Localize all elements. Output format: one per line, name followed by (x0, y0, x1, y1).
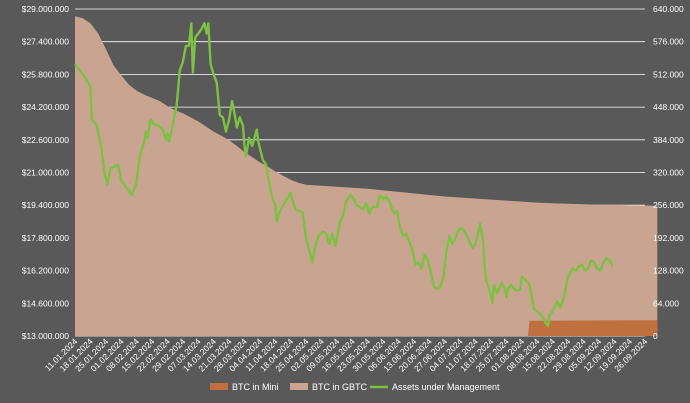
right-axis-tick-label: 640.000 (653, 4, 684, 14)
right-axis-tick-label: 192.000 (653, 233, 684, 243)
left-axis-tick-label: $27.400.000 (22, 37, 70, 47)
right-axis-tick-label: 576.000 (653, 37, 684, 47)
left-axis-tick-label: $21.000.000 (22, 168, 70, 178)
right-axis-tick-label: 384.000 (653, 135, 684, 145)
plot-areas (75, 16, 658, 336)
left-axis-tick-label: $22.600.000 (22, 135, 70, 145)
right-axis-tick-label: 64.000 (653, 298, 679, 308)
left-axis-tick-label: $13.000.000 (22, 331, 70, 341)
left-axis-tick-label: $16.200.000 (22, 266, 70, 276)
left-axis-tick-label: $14.600.000 (22, 298, 70, 308)
legend-label: BTC in Mini (232, 382, 279, 392)
plot-lines (74, 22, 614, 327)
mini-area (75, 320, 658, 336)
left-axis-tick-label: $19.400.000 (22, 200, 70, 210)
legend-label: BTC in GBTC (312, 382, 368, 392)
aum-line (74, 22, 614, 327)
gbtc-area (75, 16, 658, 336)
right-axis-ticks: 0 64.000 128.000 192.000 256.000 320.000 384.0… (653, 4, 684, 341)
right-axis-tick-label: 448.000 (653, 102, 684, 112)
left-axis-tick-label: $24.200.000 (22, 102, 70, 112)
right-axis-tick-label: 512.000 (653, 69, 684, 79)
right-axis-tick-label: 256.000 (653, 200, 684, 210)
legend-label: Assets under Management (392, 382, 500, 392)
right-axis-tick-label: 0 (653, 331, 658, 341)
right-axis-tick-label: 320.000 (653, 168, 684, 178)
left-axis-ticks: $13.000.000 $14.600.000 $16.200.000 $17.800… (22, 4, 70, 341)
left-axis-tick-label: $17.800.000 (22, 233, 70, 243)
left-axis-tick-label: $29.000.000 (22, 4, 70, 14)
legend: BTC in Mini BTC in GBTC Assets under Manag… (210, 382, 500, 392)
legend-swatch (210, 383, 228, 390)
legend-swatch (290, 383, 308, 390)
left-axis-tick-label: $25.800.000 (22, 69, 70, 79)
right-axis-tick-label: 128.000 (653, 266, 684, 276)
